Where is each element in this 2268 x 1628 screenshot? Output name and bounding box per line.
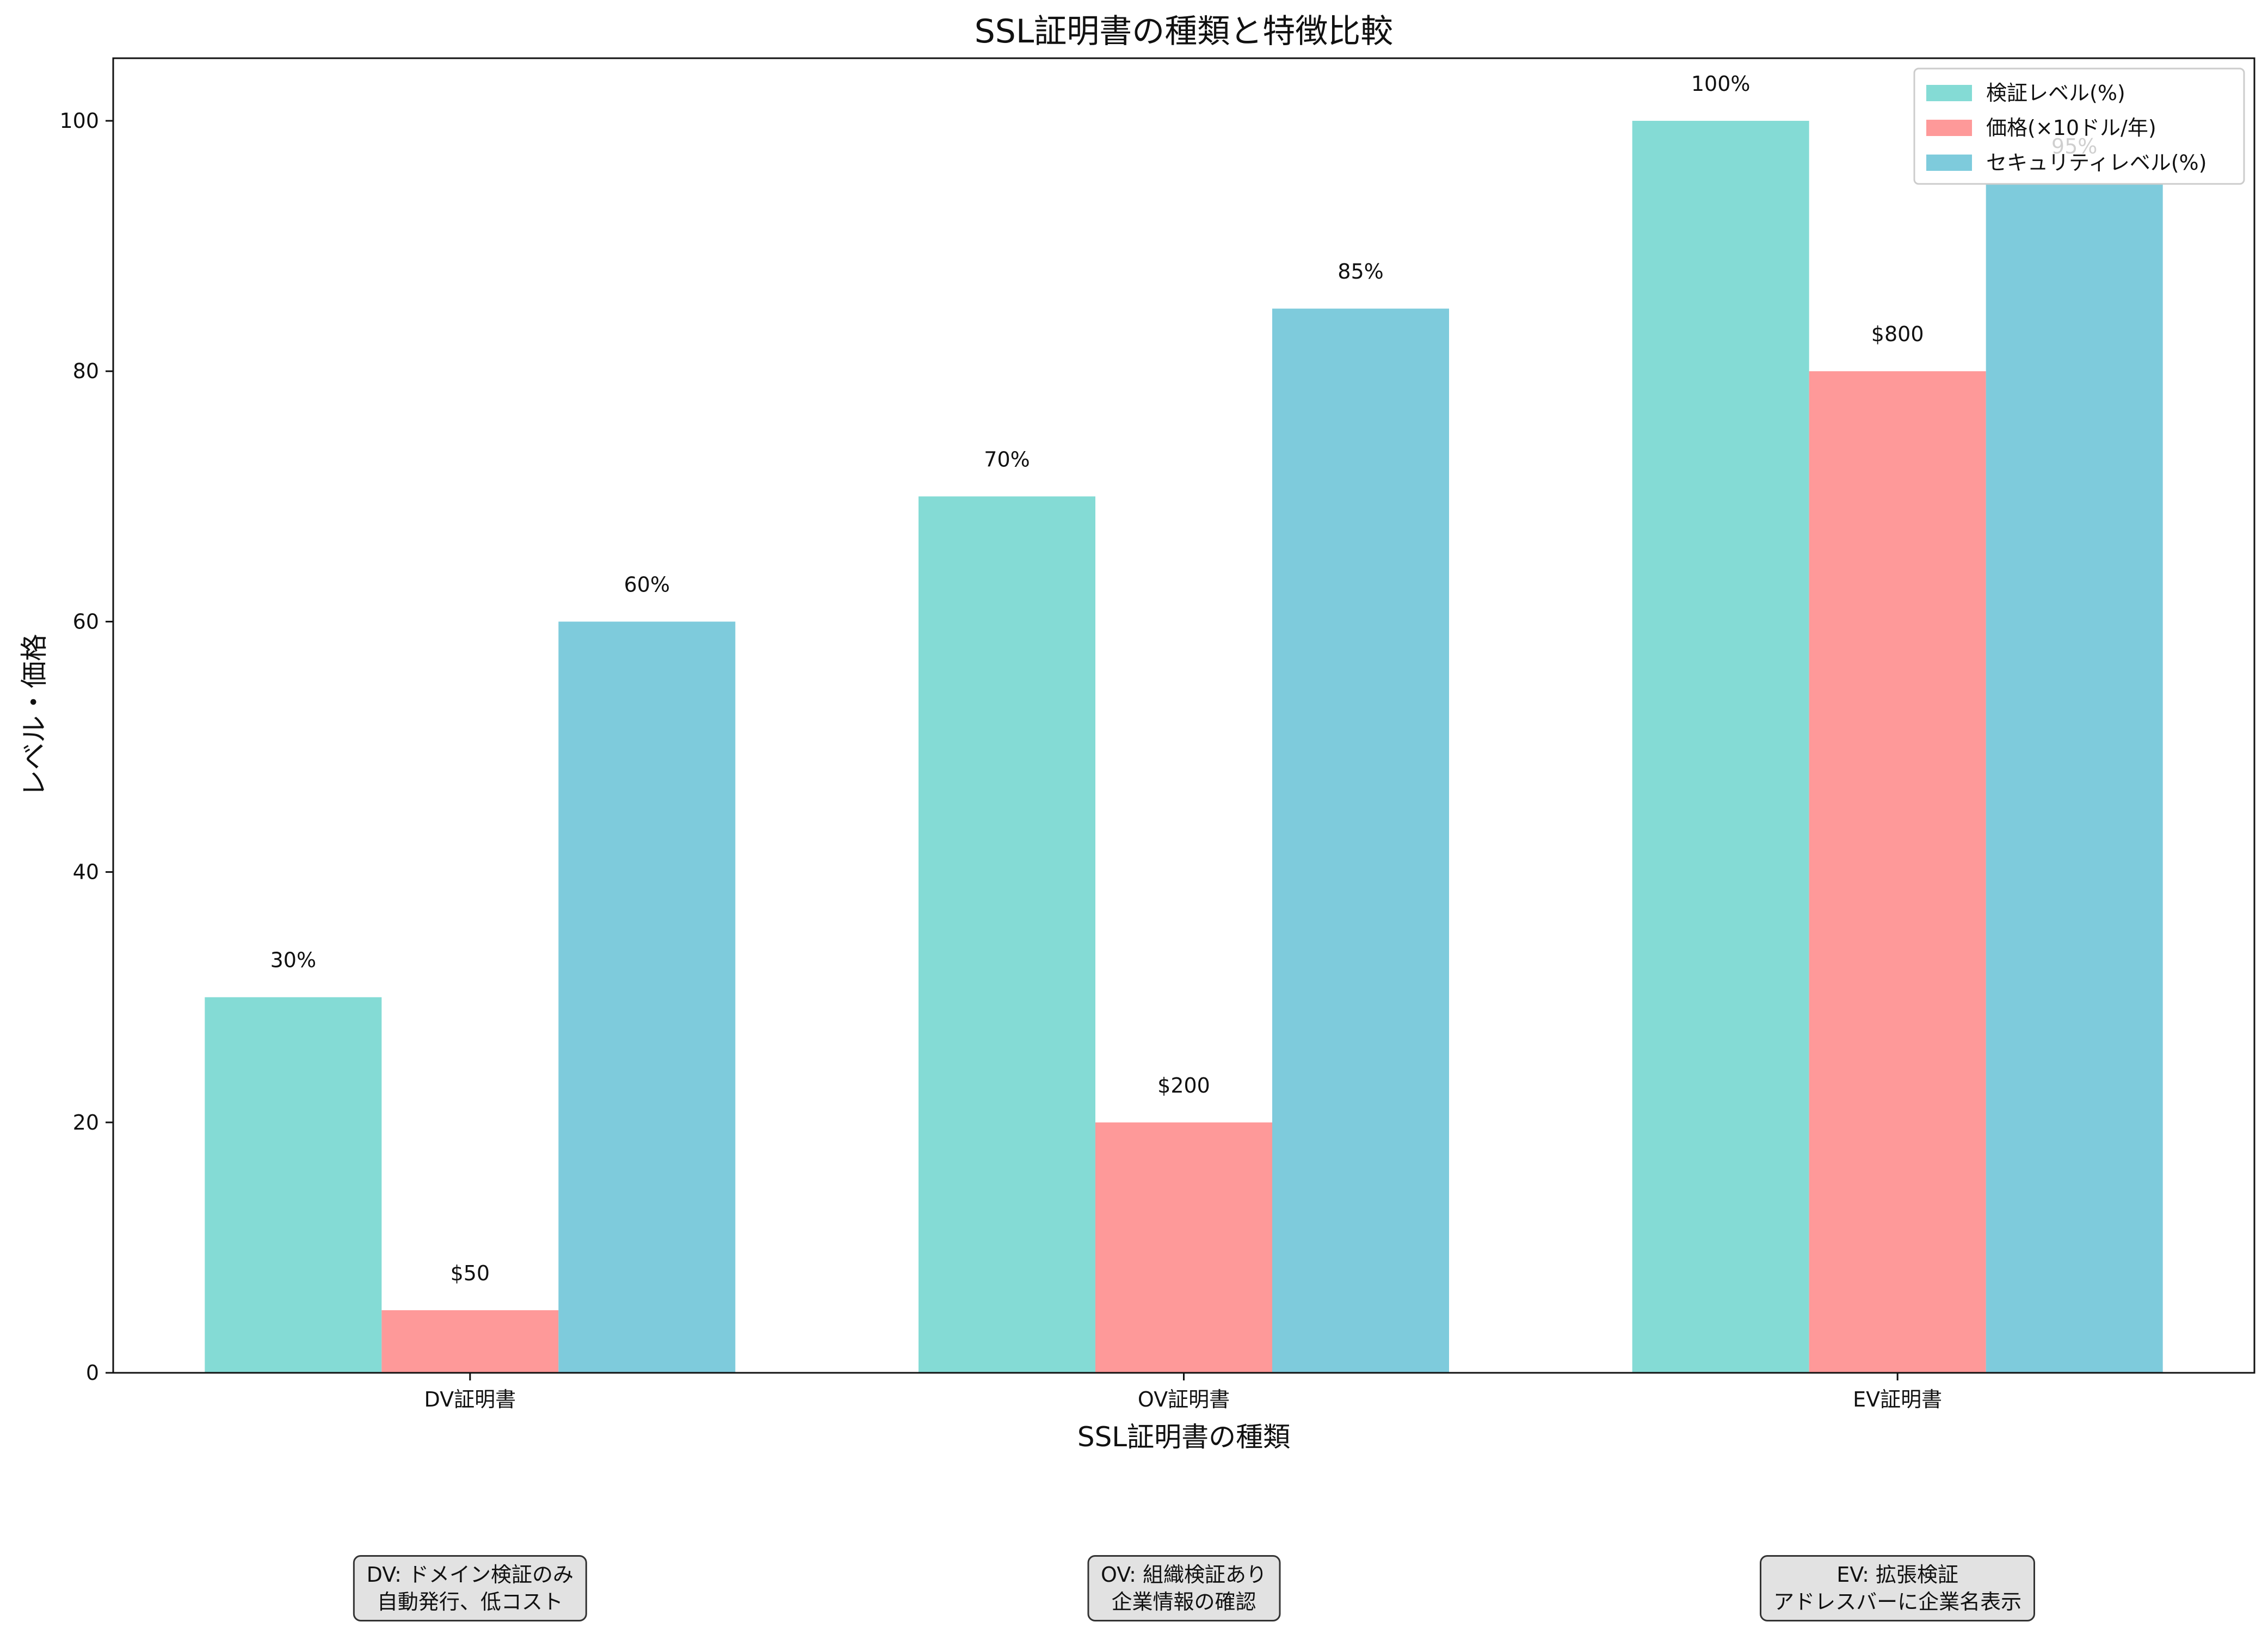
x-tick-label-2: EV証明書	[1853, 1387, 1942, 1411]
legend-swatch-1	[1926, 120, 1972, 136]
x-tick-label-1: OV証明書	[1138, 1387, 1230, 1411]
bar-label-2-1: 85%	[1338, 260, 1383, 283]
bar-0-1	[919, 496, 1095, 1373]
bar-label-1-0: $50	[451, 1261, 490, 1285]
bar-label-1-2: $800	[1871, 322, 1924, 346]
y-tick-label-2: 40	[73, 860, 99, 884]
legend-swatch-2	[1926, 155, 1972, 171]
bar-1-2	[1809, 371, 1986, 1373]
y-tick-label-3: 60	[73, 609, 99, 633]
bar-1-0	[381, 1310, 559, 1373]
bar-2-2	[1986, 183, 2163, 1373]
bar-label-0-0: 30%	[270, 948, 316, 972]
y-tick-label-0: 0	[86, 1361, 99, 1385]
bar-2-1	[1272, 309, 1449, 1373]
y-tick-label-4: 80	[73, 359, 99, 383]
bar-2-0	[558, 621, 736, 1373]
bar-label-0-2: 100%	[1691, 72, 1751, 96]
legend-box	[1913, 67, 2245, 185]
note-box-2: EV: 拡張検証 アドレスバーに企業名表示	[1760, 1555, 2036, 1621]
x-axis-label: SSL証明書の種類	[1077, 1421, 1290, 1453]
y-axis-label: レベル・価格	[19, 634, 50, 797]
bar-label-2-0: 60%	[624, 572, 670, 596]
chart-title: SSL証明書の種類と特徴比較	[975, 13, 1394, 51]
y-tick-label-5: 100	[59, 109, 99, 133]
note-box-0: DV: ドメイン検証のみ 自動発行、低コスト	[353, 1555, 588, 1621]
note-box-1: OV: 組織検証あり 企業情報の確認	[1087, 1555, 1281, 1621]
legend-swatch-0	[1926, 85, 1972, 101]
bar-0-2	[1632, 121, 1809, 1373]
bar-0-0	[205, 997, 382, 1373]
bar-1-1	[1095, 1122, 1272, 1373]
legend-label-0: 検証レベル(%)	[1986, 81, 2125, 105]
legend-label-1: 価格(×10ドル/年)	[1986, 116, 2156, 140]
y-tick-label-1: 20	[73, 1111, 99, 1134]
legend-label-2: セキュリティレベル(%)	[1986, 151, 2207, 175]
bar-label-1-1: $200	[1157, 1074, 1210, 1097]
x-tick-label-0: DV証明書	[424, 1387, 516, 1411]
bar-label-0-1: 70%	[984, 447, 1030, 471]
